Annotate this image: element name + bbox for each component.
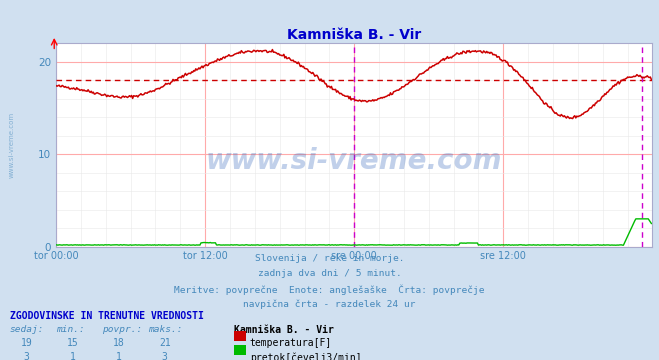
Text: sedaj:: sedaj: (10, 325, 44, 334)
Text: temperatura[F]: temperatura[F] (250, 338, 332, 348)
Title: Kamniška B. - Vir: Kamniška B. - Vir (287, 28, 421, 42)
Text: maks.:: maks.: (148, 325, 183, 334)
Text: 19: 19 (20, 338, 32, 348)
Text: 1: 1 (70, 352, 75, 360)
Text: www.si-vreme.com: www.si-vreme.com (206, 147, 502, 175)
Text: 3: 3 (24, 352, 29, 360)
Text: zadnja dva dni / 5 minut.: zadnja dva dni / 5 minut. (258, 269, 401, 278)
Text: Kamniška B. - Vir: Kamniška B. - Vir (234, 325, 334, 335)
Text: ZGODOVINSKE IN TRENUTNE VREDNOSTI: ZGODOVINSKE IN TRENUTNE VREDNOSTI (10, 311, 204, 321)
Text: min.:: min.: (56, 325, 85, 334)
Text: 3: 3 (162, 352, 167, 360)
Text: 15: 15 (67, 338, 78, 348)
Text: Meritve: povprečne  Enote: anglešaške  Črta: povprečje: Meritve: povprečne Enote: anglešaške Črt… (174, 284, 485, 294)
Text: 1: 1 (116, 352, 121, 360)
Text: 18: 18 (113, 338, 125, 348)
Text: navpična črta - razdelek 24 ur: navpična črta - razdelek 24 ur (243, 299, 416, 309)
Text: 21: 21 (159, 338, 171, 348)
Text: Slovenija / reke in morje.: Slovenija / reke in morje. (255, 254, 404, 263)
Text: povpr.:: povpr.: (102, 325, 142, 334)
Text: pretok[čevelj3/min]: pretok[čevelj3/min] (250, 352, 361, 360)
Text: www.si-vreme.com: www.si-vreme.com (9, 112, 14, 178)
